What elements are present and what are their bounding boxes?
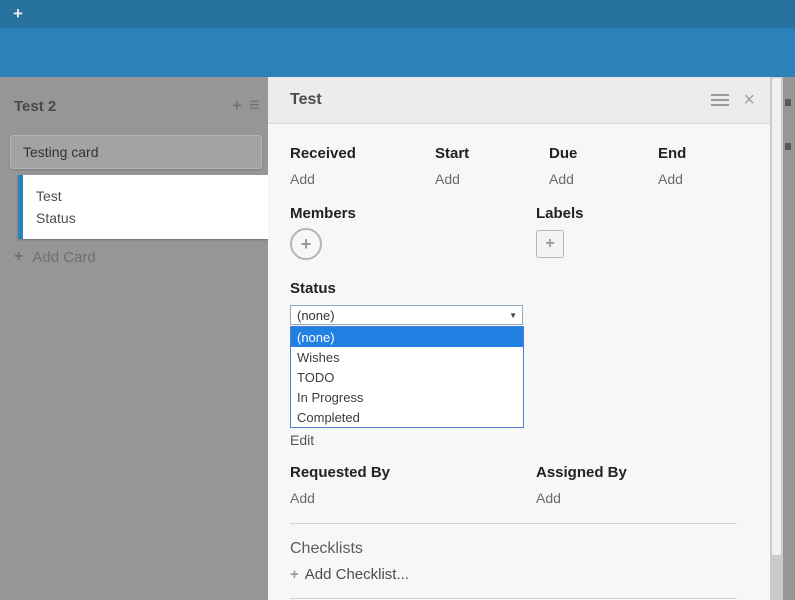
labels-section: Labels +: [536, 205, 584, 260]
add-card-label: Add Card: [32, 248, 96, 266]
card-title-line: Status: [36, 210, 76, 226]
date-field-end: End Add: [658, 145, 686, 187]
card-test-status-selected[interactable]: Test Status: [18, 175, 268, 239]
card-menu-icon[interactable]: [711, 94, 730, 106]
end-label: End: [658, 145, 687, 162]
add-checklist-button[interactable]: + Add Checklist...: [290, 566, 409, 583]
date-field-start: Start Add: [435, 145, 549, 187]
add-label-button[interactable]: +: [536, 230, 564, 258]
status-select[interactable]: (none) ▼: [290, 305, 523, 325]
section-divider: [290, 598, 737, 599]
add-card-button[interactable]: + Add Card: [14, 248, 258, 266]
panel-scrollbar-thumb[interactable]: [772, 78, 781, 555]
requested-assigned-row: Requested By Add Assigned By Add: [290, 464, 737, 506]
board-header-bar: [0, 28, 795, 77]
next-list-add-icon-cutoff[interactable]: [785, 99, 791, 106]
start-add-link[interactable]: Add: [435, 171, 460, 187]
start-label: Start: [435, 145, 470, 162]
next-list-card-edge-cutoff: [785, 143, 791, 150]
list-add-card-icon[interactable]: +: [231, 96, 242, 115]
section-divider: [290, 523, 737, 524]
received-label: Received: [290, 145, 356, 162]
status-option-todo[interactable]: TODO: [297, 369, 335, 385]
plus-icon: +: [545, 235, 555, 252]
list-header-icons: + ≡: [232, 96, 260, 116]
end-add-link[interactable]: Add: [658, 171, 683, 187]
received-add-link[interactable]: Add: [290, 171, 315, 187]
list-title[interactable]: Test 2: [14, 97, 57, 115]
requested-by-section: Requested By Add: [290, 464, 536, 506]
members-section: Members +: [290, 205, 536, 260]
status-option-in-progress[interactable]: In Progress: [297, 389, 364, 405]
due-add-link[interactable]: Add: [549, 171, 574, 187]
labels-label: Labels: [536, 205, 584, 222]
members-label: Members: [290, 205, 356, 222]
date-field-received: Received Add: [290, 145, 435, 187]
card-title-line: Test: [36, 188, 62, 204]
status-edit-link[interactable]: Edit: [290, 432, 315, 448]
assigned-by-label: Assigned By: [536, 464, 627, 481]
status-section: Status (none) ▼ (none) Wishes TODO In Pr…: [290, 280, 737, 448]
date-field-due: Due Add: [549, 145, 658, 187]
card-detail-panel: Test × Received Add Start Add Due Add En…: [268, 77, 783, 600]
add-board-icon[interactable]: +: [13, 4, 23, 23]
assigned-by-add-link[interactable]: Add: [536, 490, 561, 506]
list-test-2: Test 2 + ≡ Testing card Test Status + Ad…: [0, 77, 272, 600]
checklists-section: Checklists + Add Checklist...: [290, 540, 737, 583]
status-option-completed[interactable]: Completed: [297, 409, 360, 425]
due-label: Due: [549, 145, 578, 162]
dropdown-arrow-icon: ▼: [509, 310, 517, 320]
checklists-label: Checklists: [290, 540, 363, 557]
status-label: Status: [290, 280, 336, 297]
plus-icon: +: [14, 248, 24, 265]
list-menu-icon[interactable]: ≡: [248, 95, 260, 116]
status-dropdown-list: (none) Wishes TODO In Progress Completed: [290, 326, 524, 428]
card-detail-header: Test ×: [268, 77, 783, 124]
plus-icon: +: [300, 233, 312, 254]
assigned-by-section: Assigned By Add: [536, 464, 627, 506]
status-option-none[interactable]: (none): [291, 327, 523, 347]
add-member-button[interactable]: +: [290, 228, 322, 260]
requested-by-label: Requested By: [290, 464, 391, 481]
status-selected-value: (none): [297, 307, 335, 323]
card-detail-title[interactable]: Test: [290, 91, 322, 108]
card-detail-body: Received Add Start Add Due Add End Add M…: [268, 145, 783, 599]
plus-icon: +: [290, 566, 299, 583]
dates-row: Received Add Start Add Due Add End Add: [290, 145, 737, 187]
card-testing-card[interactable]: Testing card: [10, 135, 262, 169]
status-option-wishes[interactable]: Wishes: [297, 349, 340, 365]
list-header: Test 2 + ≡: [0, 77, 272, 122]
top-navbar: +: [0, 0, 795, 28]
close-icon[interactable]: ×: [743, 89, 755, 111]
add-checklist-label: Add Checklist...: [304, 566, 409, 583]
panel-scrollbar-track: [770, 77, 783, 600]
requested-by-add-link[interactable]: Add: [290, 490, 315, 506]
members-labels-row: Members + Labels +: [290, 205, 737, 260]
